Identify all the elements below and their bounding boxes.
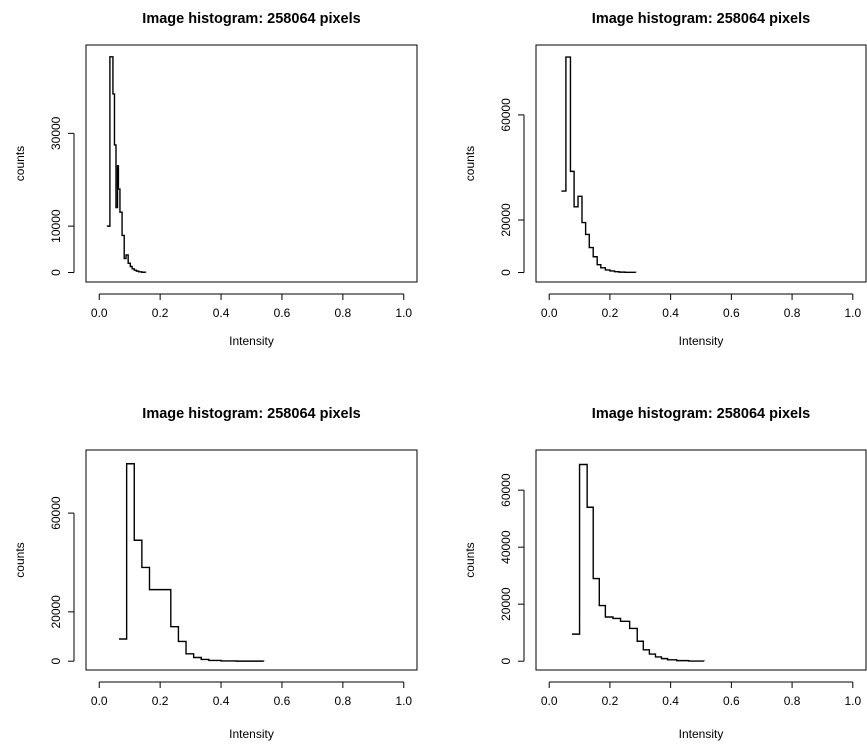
histogram-panel-4: Image histogram: 258064 pixels 0.0 0.2 0.4 0… <box>463 406 867 741</box>
plot-frame <box>85 449 418 671</box>
y-tick-label: 60000 <box>499 98 513 132</box>
x-tick-label: 0.4 <box>213 694 230 708</box>
x-tick-label: 0.6 <box>274 306 291 320</box>
x-tick-label: 0.8 <box>335 694 352 708</box>
x-tick-label: 0.4 <box>662 306 679 320</box>
x-tick-label: 0.8 <box>784 694 801 708</box>
plot-title: Image histogram: 258064 pixels <box>142 11 360 27</box>
x-tick-label: 0.0 <box>541 694 558 708</box>
y-tick-label: 40000 <box>499 530 513 564</box>
x-tick-label: 1.0 <box>395 694 412 708</box>
y-tick-label: 20000 <box>49 595 63 629</box>
plot-frame <box>85 44 418 283</box>
x-tick-label: 0.8 <box>335 306 352 320</box>
y-tick-label: 0 <box>499 269 513 276</box>
x-axis-label: Intensity <box>679 727 724 741</box>
x-tick-label: 1.0 <box>395 306 412 320</box>
y-tick-label: 0 <box>49 269 63 276</box>
x-tick-label: 0.6 <box>274 694 291 708</box>
x-tick-label: 0.2 <box>152 306 169 320</box>
y-axis-label: counts <box>463 146 477 181</box>
histogram-series <box>561 56 637 274</box>
histogram-panel-2: Image histogram: 258064 pixels 0.0 0.2 0.4 0… <box>463 11 867 348</box>
x-axis-label: Intensity <box>229 334 274 348</box>
plot-title: Image histogram: 258064 pixels <box>142 406 360 422</box>
plot-frame <box>535 44 867 283</box>
x-tick-label: 0.2 <box>602 694 619 708</box>
histogram-panel-3: Image histogram: 258064 pixels 0.0 0.2 0.4 0… <box>13 406 418 741</box>
y-tick-label: 0 <box>49 658 63 665</box>
y-axis-label: counts <box>13 146 27 181</box>
y-tick-label: 10000 <box>49 209 63 243</box>
y-tick-label: 0 <box>499 658 513 665</box>
x-tick-label: 0.2 <box>152 694 169 708</box>
y-axis-label: counts <box>463 542 477 577</box>
x-tick-label: 0.2 <box>602 306 619 320</box>
y-axis-label: counts <box>13 542 27 577</box>
y-tick-label: 60000 <box>49 496 63 530</box>
plot-frame <box>535 449 867 671</box>
plot-title: Image histogram: 258064 pixels <box>592 406 810 422</box>
x-tick-label: 0.0 <box>541 306 558 320</box>
y-tick-label: 20000 <box>499 203 513 237</box>
histogram-panel-1: Image histogram: 258064 pixels 0.0 0.2 0.4 0… <box>13 11 418 348</box>
y-tick-label: 20000 <box>499 587 513 621</box>
histogram-series <box>119 463 265 662</box>
x-tick-label: 0.4 <box>213 306 230 320</box>
histogram-series <box>106 56 147 273</box>
x-tick-label: 0.8 <box>784 306 801 320</box>
x-axis-label: Intensity <box>679 334 724 348</box>
x-tick-label: 0.6 <box>723 306 740 320</box>
x-tick-label: 1.0 <box>844 694 861 708</box>
y-tick-label: 60000 <box>499 473 513 507</box>
y-tick-label: 30000 <box>49 116 63 150</box>
x-tick-label: 1.0 <box>844 306 861 320</box>
histogram-series <box>571 463 705 662</box>
plot-title: Image histogram: 258064 pixels <box>592 11 810 27</box>
x-axis-label: Intensity <box>229 727 274 741</box>
x-tick-label: 0.6 <box>723 694 740 708</box>
x-tick-label: 0.0 <box>91 694 108 708</box>
x-tick-label: 0.0 <box>91 306 108 320</box>
x-tick-label: 0.4 <box>662 694 679 708</box>
